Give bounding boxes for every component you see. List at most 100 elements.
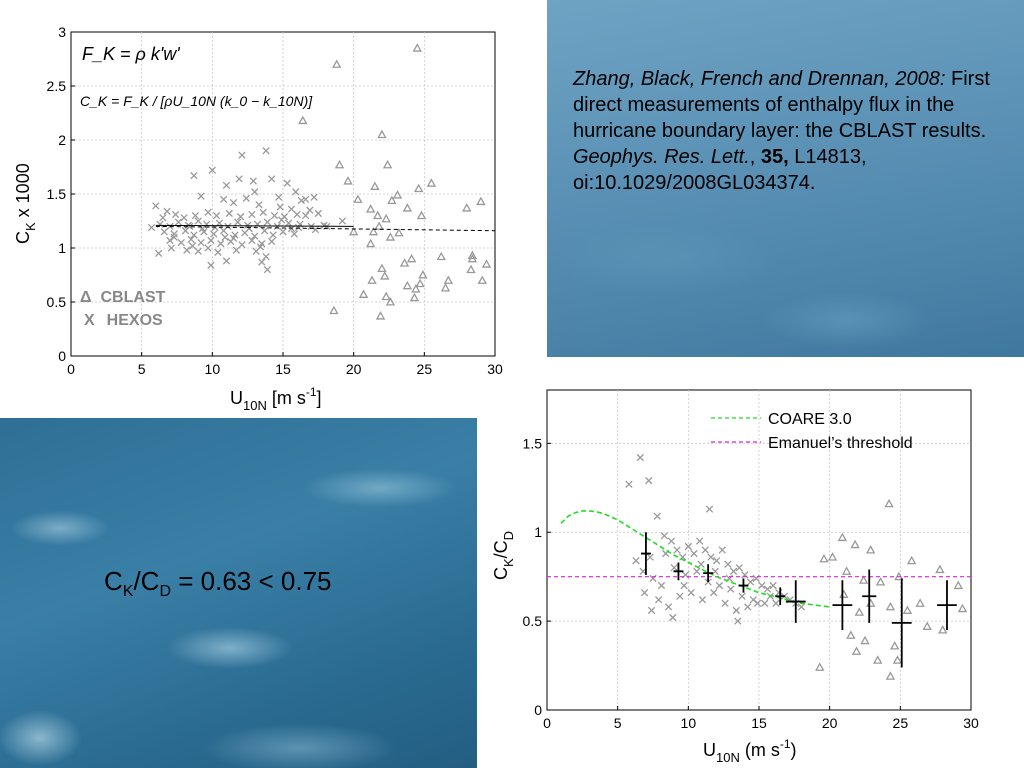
hexos-point xyxy=(301,211,310,220)
hexos-point xyxy=(214,248,222,256)
cblast-point xyxy=(865,545,876,554)
hexos-point xyxy=(715,581,724,590)
hexos-point xyxy=(248,236,256,245)
hexos-point xyxy=(684,542,692,551)
hexos-point xyxy=(194,217,202,225)
hexos-point xyxy=(270,211,279,220)
hexos-point xyxy=(338,217,347,225)
hexos-point xyxy=(645,477,653,485)
cblast-point xyxy=(415,278,425,288)
hexos-point xyxy=(701,546,709,554)
cblast-point xyxy=(443,275,454,284)
cblast-point xyxy=(402,203,413,212)
cblast-point xyxy=(416,210,427,220)
hexos-point xyxy=(797,603,806,611)
hexos-point xyxy=(763,585,772,593)
hexos-point xyxy=(251,232,259,240)
hexos-point xyxy=(207,236,215,245)
y-tick-label: 0 xyxy=(534,702,542,718)
y-tick-label: 1 xyxy=(58,240,66,256)
hexos-point xyxy=(769,581,777,590)
hexos-point xyxy=(262,147,270,155)
ck-tick-labels: 0 5 10 15 20 25 30 0 0.5 1 1.5 2 2.5 3 xyxy=(47,24,503,377)
hexos-point xyxy=(625,480,633,488)
cblast-point xyxy=(370,181,380,190)
hexos-point xyxy=(772,599,780,607)
cblast-point xyxy=(399,258,410,267)
hexos-point xyxy=(275,193,283,201)
hexos-point xyxy=(734,617,742,625)
cblast-point xyxy=(860,635,870,645)
bin-average-errorbar xyxy=(937,580,957,630)
ck-xlabel-sup: -1 xyxy=(306,385,317,399)
hexos-point xyxy=(183,246,191,254)
cblast-point xyxy=(426,178,437,187)
cblast-point xyxy=(827,552,838,561)
y-tick-label: 1.5 xyxy=(523,435,543,451)
x-tick-label: 10 xyxy=(205,361,221,377)
hexos-point xyxy=(236,213,245,221)
hexos-point xyxy=(198,224,207,233)
hexos-point xyxy=(698,596,707,604)
y-tick-label: 2 xyxy=(58,132,66,148)
x-tick-label: 15 xyxy=(275,361,291,377)
hexos-point xyxy=(760,599,769,607)
cblast-point xyxy=(387,195,397,205)
ck-ylabel-sub: K xyxy=(23,222,38,231)
ratio-bin-averages xyxy=(640,532,957,668)
hexos-point xyxy=(186,222,194,231)
hexos-point xyxy=(251,188,259,196)
cblast-point xyxy=(385,297,396,306)
cblast-point xyxy=(348,226,359,236)
cblast-point xyxy=(394,227,404,237)
legend-coare-label: COARE 3.0 xyxy=(768,411,852,428)
hexos-point xyxy=(268,175,276,183)
ratio-grid xyxy=(546,390,972,711)
hexos-point xyxy=(234,218,242,226)
hexos-point xyxy=(301,195,310,204)
legend-cblast-symbol: Δ xyxy=(80,289,92,306)
legend-hexos-symbol: X xyxy=(84,312,95,329)
hexos-point xyxy=(310,193,318,201)
ratio-xlabel-sub: 10N xyxy=(716,750,740,765)
hexos-point xyxy=(632,557,640,565)
hexos-point xyxy=(727,585,735,593)
cblast-point xyxy=(889,641,900,650)
hexos-point xyxy=(222,257,231,265)
hexos-point xyxy=(238,151,246,159)
ck-xlabel-sub: 10N xyxy=(243,398,267,413)
hexos-point xyxy=(187,235,195,244)
cblast-point xyxy=(368,226,379,236)
hexos-point xyxy=(217,240,225,248)
hexos-point xyxy=(746,578,755,586)
ck-cd-ratio-chart: 0 5 10 15 20 25 30 0 0.5 1 1.5 COARE 3.0 Emanuel’s… xyxy=(477,384,1024,768)
hexos-point xyxy=(180,214,188,222)
cblast-point xyxy=(436,251,446,261)
ck-fit-lines xyxy=(155,224,496,232)
hexos-point xyxy=(174,218,183,226)
cblast-point xyxy=(819,553,829,563)
reference-authors: Zhang, Black, French and Drennan, 2008: xyxy=(573,68,946,90)
hexos-point xyxy=(670,564,678,572)
hexos-point xyxy=(152,202,160,210)
cblast-point xyxy=(367,275,377,284)
cblast-point xyxy=(406,253,417,263)
fit-line-dashed xyxy=(155,225,496,232)
hexos-point xyxy=(221,233,229,241)
cblast-point xyxy=(915,598,925,607)
bin-average-errorbar xyxy=(738,578,749,593)
hexos-point xyxy=(147,223,156,232)
cblast-point xyxy=(922,621,932,630)
cblast-point xyxy=(372,210,383,220)
ck-xlabel-end: ] xyxy=(317,388,322,408)
cblast-point xyxy=(413,183,424,193)
ck-ylabel-rest: x 1000 xyxy=(13,163,33,222)
hexos-point xyxy=(255,201,263,209)
reference-doi: L14813, oi:10.1029/2008GL034374. xyxy=(573,146,867,194)
x-tick-label: 5 xyxy=(138,361,146,377)
x-tick-label: 30 xyxy=(487,361,503,377)
hexos-point xyxy=(190,231,198,239)
hexos-point xyxy=(693,567,701,575)
cblast-point xyxy=(298,115,308,125)
hexos-point xyxy=(657,581,666,590)
